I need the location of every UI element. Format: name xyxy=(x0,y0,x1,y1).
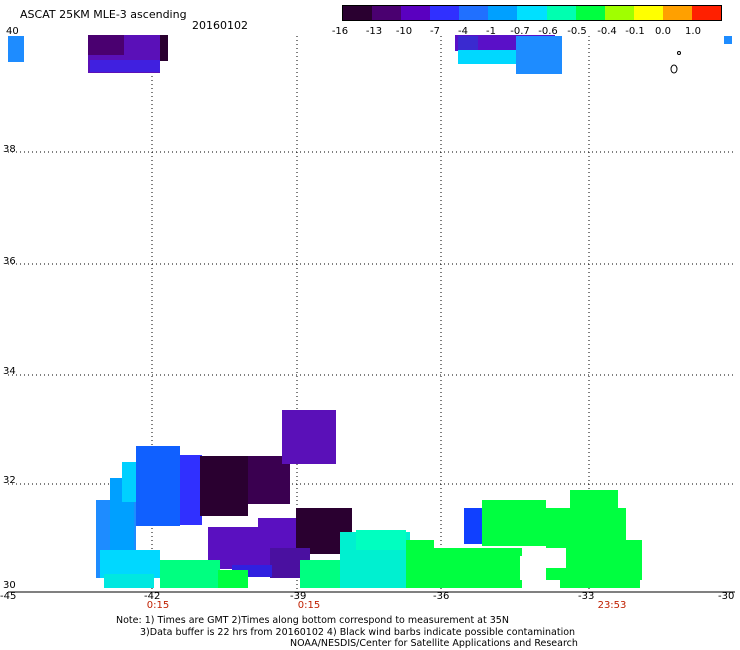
data-cell xyxy=(556,36,562,74)
colorbar-label: -0.5 xyxy=(567,26,587,37)
data-cell xyxy=(560,576,640,588)
colorbar-label: -10 xyxy=(395,26,413,37)
x-tick-m42: -42 xyxy=(144,591,161,602)
colorbar-swatch xyxy=(488,6,518,20)
colorbar-label: -13 xyxy=(365,26,383,37)
data-cell xyxy=(464,508,484,544)
data-cell xyxy=(88,35,124,55)
colorbar-swatch xyxy=(517,6,547,20)
colorbar-swatch xyxy=(633,6,663,20)
x-tick-m33: -33 xyxy=(578,591,595,602)
colorbar-labels: -16 -13 -10 -7 -4 -1 -0.7 -0.6 -0.5 -0.4 -0.1 0.0 1.… xyxy=(320,26,740,40)
colorbar-label: -0.6 xyxy=(538,26,558,37)
data-cells xyxy=(8,35,732,588)
colorbar-label: 1.0 xyxy=(685,26,701,37)
x-tick-m39: -39 xyxy=(290,591,307,602)
colorbar-label: -16 xyxy=(331,26,349,37)
map-title: ASCAT 25KM MLE-3 ascending xyxy=(20,8,187,21)
colorbar-label: -7 xyxy=(430,26,440,37)
time-label-2: 0:15 xyxy=(297,600,321,611)
colorbar xyxy=(342,5,722,21)
colorbar-swatch xyxy=(430,6,460,20)
map-date: 20160102 xyxy=(192,19,248,32)
colorbar-label: -0.7 xyxy=(510,26,530,37)
colorbar-swatch xyxy=(662,6,692,20)
data-cell xyxy=(724,36,732,44)
colorbar-label: -1 xyxy=(486,26,496,37)
data-cell xyxy=(160,35,168,61)
time-label-1: 0:15 xyxy=(146,600,170,611)
data-cell xyxy=(160,560,220,588)
data-cell xyxy=(458,36,478,50)
colorbar-label: -0.1 xyxy=(625,26,645,37)
data-cell xyxy=(626,540,642,580)
colorbar-label: 0.0 xyxy=(655,26,671,37)
note-line-2: 3)Data buffer is 22 hrs from 20160102 4)… xyxy=(140,627,576,638)
colorbar-swatch xyxy=(604,6,634,20)
note-line-1: Note: 1) Times are GMT 2)Times along bot… xyxy=(116,615,509,626)
data-cell xyxy=(104,574,154,588)
data-cell xyxy=(520,556,540,580)
time-label-3: 23:53 xyxy=(597,600,627,611)
data-cell xyxy=(458,50,518,64)
data-cell xyxy=(200,456,248,516)
colorbar-swatch xyxy=(343,6,373,20)
grid-lines xyxy=(8,36,735,592)
colorbar-label: -4 xyxy=(458,26,468,37)
data-cell xyxy=(282,410,336,464)
note-line-3: NOAA/NESDIS/Center for Satellite Applica… xyxy=(290,638,578,649)
colorbar-swatch xyxy=(691,6,722,20)
colorbar-swatch xyxy=(372,6,402,20)
y-tick-32: 32 xyxy=(3,475,16,486)
data-cell xyxy=(406,540,434,588)
x-tick-m30: -30 xyxy=(718,591,735,602)
x-tick-m45: -45 xyxy=(0,591,17,602)
colorbar-swatch xyxy=(546,6,576,20)
data-cell xyxy=(546,548,566,568)
data-cell xyxy=(122,462,136,502)
data-cell xyxy=(570,490,618,580)
y-tick-38: 38 xyxy=(3,144,16,155)
data-cell xyxy=(180,455,202,525)
data-cell xyxy=(516,36,560,74)
data-cell xyxy=(100,550,160,578)
data-cell xyxy=(356,530,406,550)
wind-barb-icon xyxy=(670,51,681,74)
colorbar-swatch xyxy=(459,6,489,20)
colorbar-label: -0.4 xyxy=(597,26,617,37)
y-tick-36: 36 xyxy=(3,256,16,267)
data-cell xyxy=(432,548,522,588)
y-tick-40: 40 xyxy=(6,26,19,37)
data-cell xyxy=(8,36,24,62)
data-cell xyxy=(218,570,248,588)
x-tick-m36: -36 xyxy=(433,591,450,602)
data-cell xyxy=(136,446,180,526)
colorbar-swatch xyxy=(575,6,605,20)
colorbar-swatch xyxy=(401,6,431,20)
y-tick-30: 30 xyxy=(3,580,16,591)
y-tick-34: 34 xyxy=(3,366,16,377)
data-cell xyxy=(90,60,160,72)
data-cell xyxy=(482,500,546,546)
